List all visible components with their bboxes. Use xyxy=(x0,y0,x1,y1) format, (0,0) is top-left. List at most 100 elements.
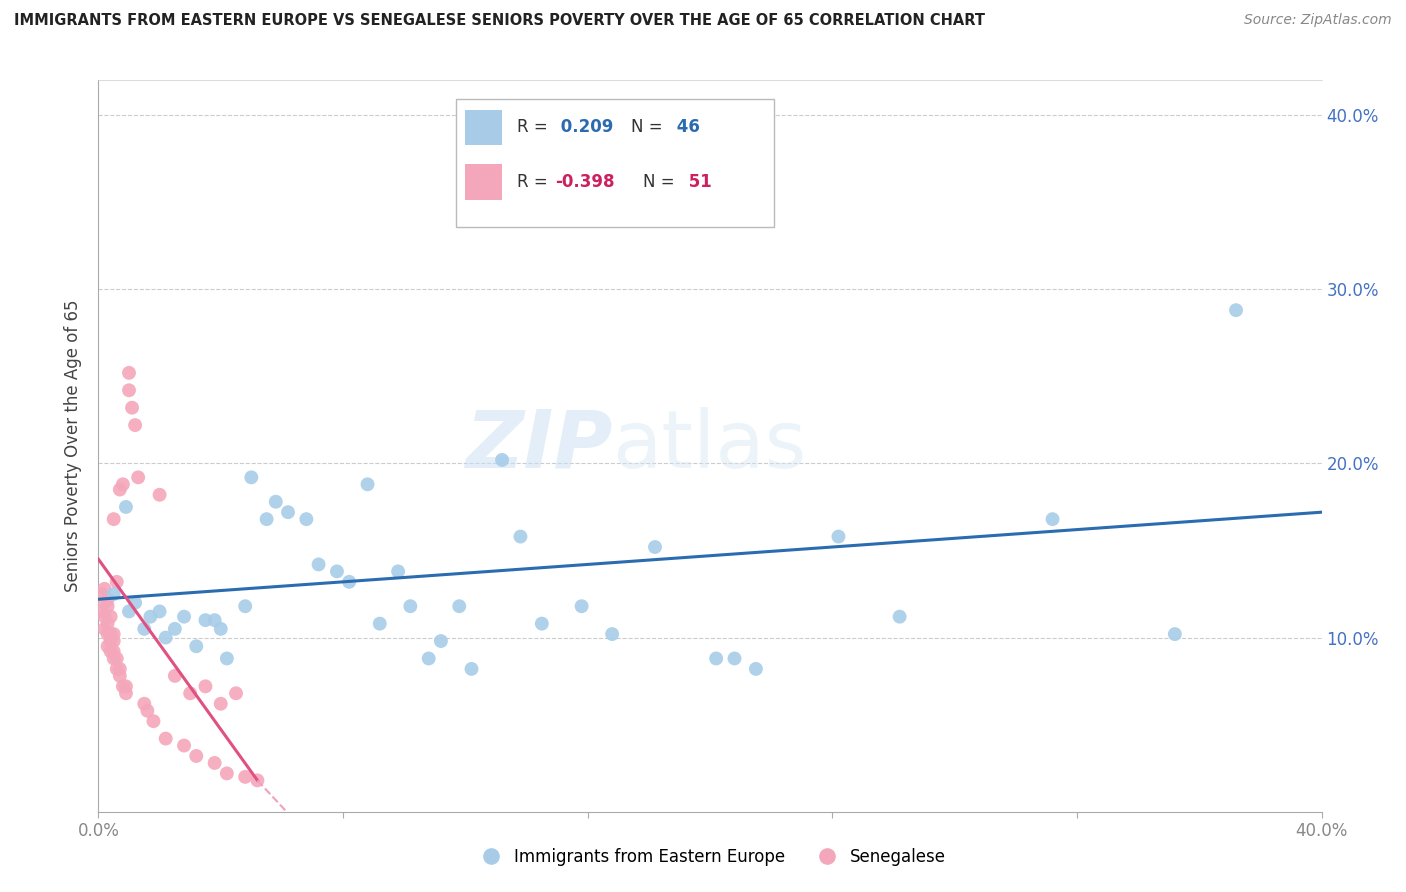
Point xyxy=(460,662,482,676)
Point xyxy=(308,558,330,572)
Point xyxy=(233,770,256,784)
Point xyxy=(233,599,256,614)
Point xyxy=(163,622,186,636)
Point xyxy=(209,697,232,711)
FancyBboxPatch shape xyxy=(465,110,502,145)
Point xyxy=(745,662,768,676)
Point xyxy=(100,609,122,624)
Point xyxy=(600,627,623,641)
Point xyxy=(103,587,125,601)
Point xyxy=(704,651,727,665)
Point xyxy=(418,651,440,665)
Point xyxy=(264,494,287,508)
Point xyxy=(204,756,226,770)
Point xyxy=(90,587,112,601)
Point xyxy=(111,679,134,693)
Point xyxy=(491,453,513,467)
Text: atlas: atlas xyxy=(612,407,807,485)
Point xyxy=(186,749,208,764)
Point xyxy=(124,596,146,610)
Legend: Immigrants from Eastern Europe, Senegalese: Immigrants from Eastern Europe, Senegale… xyxy=(467,841,953,873)
Point xyxy=(90,604,112,618)
Point xyxy=(149,604,172,618)
Point xyxy=(97,616,120,631)
Point xyxy=(111,477,134,491)
Point xyxy=(644,540,666,554)
Point xyxy=(108,662,131,676)
Point xyxy=(225,686,247,700)
Point xyxy=(509,530,531,544)
Point xyxy=(93,596,115,610)
Point xyxy=(100,634,122,648)
Point xyxy=(209,622,232,636)
Point xyxy=(827,530,849,544)
Point xyxy=(295,512,318,526)
Point xyxy=(449,599,471,614)
Point xyxy=(100,644,122,658)
Point xyxy=(194,679,217,693)
Point xyxy=(889,609,911,624)
Point xyxy=(124,418,146,433)
Point xyxy=(173,609,195,624)
Point xyxy=(571,599,593,614)
Point xyxy=(215,651,238,665)
Point xyxy=(179,686,201,700)
Point xyxy=(115,686,138,700)
Point xyxy=(256,512,278,526)
Text: R =: R = xyxy=(517,118,553,136)
Point xyxy=(108,483,131,497)
Point xyxy=(240,470,263,484)
Text: ZIP: ZIP xyxy=(465,407,612,485)
Y-axis label: Seniors Poverty Over the Age of 65: Seniors Poverty Over the Age of 65 xyxy=(65,300,83,592)
Point xyxy=(368,616,391,631)
Point xyxy=(103,512,125,526)
FancyBboxPatch shape xyxy=(465,164,502,200)
Point xyxy=(155,631,177,645)
Text: 51: 51 xyxy=(683,173,711,191)
Point xyxy=(430,634,453,648)
Text: Source: ZipAtlas.com: Source: ZipAtlas.com xyxy=(1244,13,1392,28)
Point xyxy=(134,697,156,711)
Point xyxy=(204,613,226,627)
Point xyxy=(530,616,553,631)
Point xyxy=(149,488,172,502)
Point xyxy=(118,366,141,380)
Point xyxy=(118,384,141,398)
Text: 0.209: 0.209 xyxy=(555,118,613,136)
Point xyxy=(121,401,143,415)
Point xyxy=(97,592,120,607)
Point xyxy=(246,773,269,788)
Point xyxy=(127,470,149,484)
Point xyxy=(105,651,128,665)
Point xyxy=(1164,627,1187,641)
Point xyxy=(1225,303,1247,318)
Point xyxy=(108,669,131,683)
FancyBboxPatch shape xyxy=(456,99,773,227)
Point xyxy=(277,505,299,519)
Point xyxy=(134,622,156,636)
Point xyxy=(103,634,125,648)
Point xyxy=(97,640,120,654)
Point xyxy=(399,599,422,614)
Point xyxy=(93,582,115,596)
Point xyxy=(142,714,165,728)
Point xyxy=(115,500,138,514)
Point xyxy=(139,609,162,624)
Point xyxy=(337,574,360,589)
Point xyxy=(163,669,186,683)
Point xyxy=(105,574,128,589)
Point xyxy=(1042,512,1064,526)
Point xyxy=(105,662,128,676)
Text: 46: 46 xyxy=(671,118,700,136)
Text: -0.398: -0.398 xyxy=(555,173,614,191)
Point xyxy=(103,627,125,641)
Point xyxy=(93,622,115,636)
Point xyxy=(103,651,125,665)
Point xyxy=(215,766,238,780)
Point xyxy=(194,613,217,627)
Point xyxy=(155,731,177,746)
Text: R =: R = xyxy=(517,173,553,191)
Point xyxy=(115,679,138,693)
Text: N =: N = xyxy=(643,173,679,191)
Point xyxy=(356,477,378,491)
